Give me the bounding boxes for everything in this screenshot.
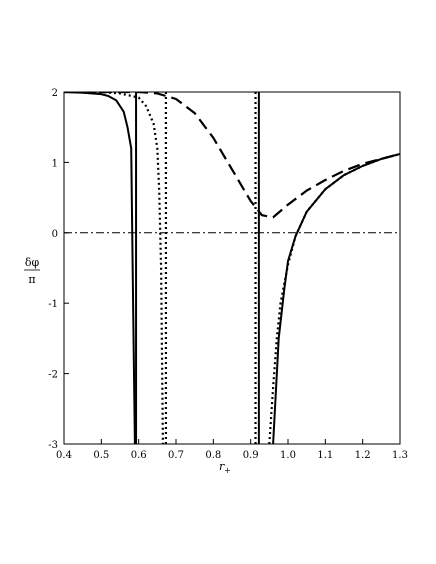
y-tick-label: 0	[52, 229, 58, 240]
y-axis-title: δφ π	[24, 256, 40, 286]
series-dotted-3	[64, 92, 164, 444]
series-dotted-4	[268, 152, 400, 444]
series-dashed-5	[64, 92, 400, 219]
x-axis-title-sub: +	[224, 466, 231, 475]
x-tick-label: 0.8	[205, 450, 221, 461]
x-tick-label: 1.1	[317, 450, 333, 461]
x-tick-label: 1.3	[392, 450, 408, 461]
x-tick-label: 0.9	[243, 450, 259, 461]
y-tick-label: -2	[48, 370, 58, 381]
series-solid-1	[64, 92, 136, 444]
y-tick-label: 1	[52, 158, 58, 169]
x-tick-label: 1.2	[355, 450, 371, 461]
x-axis-title-main: r	[219, 460, 225, 473]
plot-area	[63, 91, 401, 445]
y-axis-title-denominator: π	[28, 273, 35, 286]
x-tick-label: 0.4	[56, 450, 72, 461]
x-axis-title: r+	[219, 460, 231, 475]
x-tick-label: 0.5	[93, 450, 109, 461]
y-tick-label: -1	[48, 299, 58, 310]
y-tick-label: 2	[52, 88, 58, 99]
ticks: 0.4 0.5 0.6 0.7 0.8 0.9 1.0 1.1 1.2 1.3 2 1 0 -1 -2 -3	[48, 88, 408, 461]
plot-frame	[63, 91, 401, 445]
x-tick-label: 0.6	[131, 450, 147, 461]
series-solid-2	[272, 153, 400, 444]
y-axis-title-numerator: δφ	[25, 256, 40, 269]
marks	[64, 92, 400, 444]
y-tick-label: -3	[48, 440, 58, 451]
x-tick-label: 1.0	[280, 450, 296, 461]
x-tick-label: 0.7	[168, 450, 184, 461]
